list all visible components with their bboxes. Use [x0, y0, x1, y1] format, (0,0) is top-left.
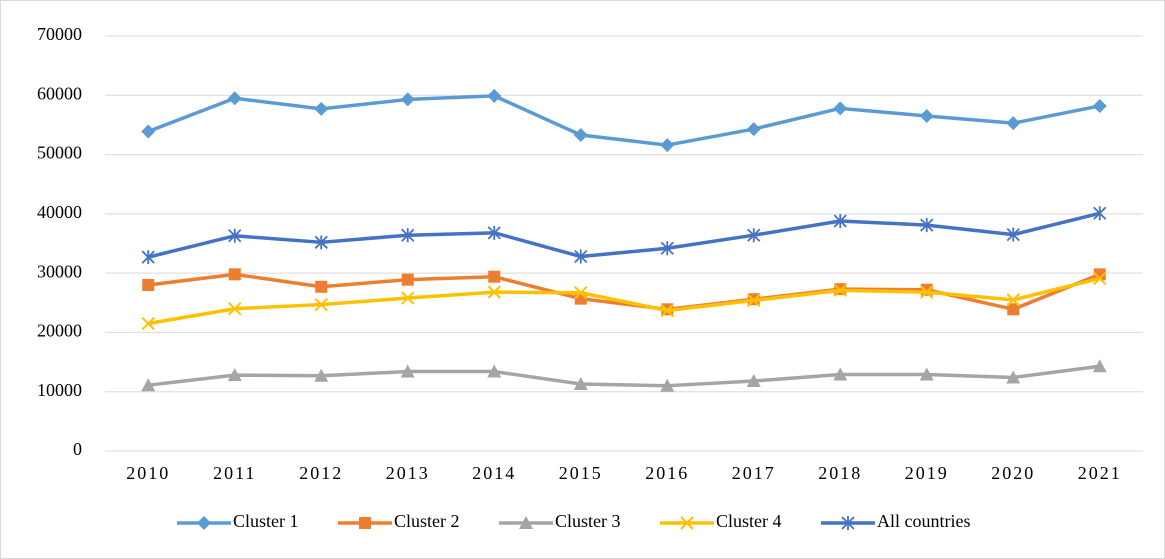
marker — [920, 285, 934, 299]
marker — [1092, 359, 1107, 373]
legend-label: Cluster 1 — [233, 511, 299, 531]
legend-marker — [359, 517, 371, 529]
marker — [574, 249, 588, 264]
marker — [573, 377, 588, 391]
marker — [746, 374, 761, 388]
legend-label: Cluster 3 — [555, 511, 621, 531]
x-tick-label: 2021 — [1078, 463, 1122, 483]
marker — [488, 270, 501, 283]
marker — [573, 128, 588, 143]
marker — [314, 368, 329, 382]
marker — [746, 122, 761, 137]
marker — [747, 293, 761, 308]
x-tick-label: 2014 — [472, 463, 516, 483]
legend-marker — [841, 516, 855, 530]
x-tick-label: 2010 — [126, 463, 170, 483]
marker — [833, 283, 847, 298]
legend-label: Cluster 4 — [716, 511, 782, 531]
series-line — [147, 94, 1101, 147]
marker — [1006, 370, 1021, 384]
marker — [401, 273, 414, 286]
marker — [660, 241, 674, 256]
marker — [487, 285, 501, 299]
marker — [1006, 293, 1020, 307]
marker — [747, 228, 761, 243]
marker — [227, 91, 242, 106]
marker — [400, 364, 415, 378]
y-tick-label: 0 — [73, 439, 82, 459]
marker — [1092, 98, 1107, 113]
marker — [1093, 206, 1107, 221]
marker — [401, 291, 415, 305]
marker — [660, 303, 674, 318]
marker — [401, 228, 415, 243]
marker — [314, 297, 328, 312]
marker — [141, 124, 156, 139]
x-tick-label: 2016 — [645, 463, 689, 483]
marker — [315, 280, 328, 293]
marker — [1006, 227, 1020, 242]
series-line — [147, 276, 1101, 326]
marker — [919, 109, 934, 124]
marker — [400, 92, 415, 107]
marker — [1093, 268, 1106, 281]
marker — [919, 367, 934, 381]
x-tick-label: 2011 — [213, 463, 256, 483]
y-tick-label: 40000 — [37, 202, 82, 222]
marker — [920, 218, 934, 233]
marker — [142, 279, 155, 291]
marker — [487, 88, 502, 103]
y-tick-label: 20000 — [37, 321, 82, 341]
legend-label: Cluster 2 — [394, 511, 460, 531]
marker — [487, 225, 501, 240]
marker — [1007, 303, 1020, 316]
y-tick-label: 60000 — [37, 83, 82, 103]
marker — [141, 250, 155, 265]
marker — [141, 378, 156, 392]
marker — [314, 101, 329, 116]
x-tick-label: 2017 — [732, 463, 776, 483]
marker — [833, 101, 848, 116]
x-tick-label: 2013 — [386, 463, 430, 483]
marker — [228, 302, 242, 316]
marker — [227, 368, 242, 382]
legend-marker — [519, 516, 533, 529]
x-tick-label: 2019 — [905, 463, 949, 483]
marker — [833, 213, 847, 228]
marker — [660, 378, 675, 392]
marker — [1093, 271, 1107, 286]
legend-marker — [680, 516, 694, 530]
series-line — [148, 364, 1100, 388]
marker — [660, 138, 675, 153]
y-tick-label: 70000 — [37, 24, 82, 44]
x-tick-label: 2015 — [559, 463, 603, 483]
marker — [228, 268, 241, 281]
x-tick-label: 2018 — [818, 463, 862, 483]
marker — [487, 364, 502, 378]
legend-label: All countries — [877, 511, 970, 531]
series-line — [147, 211, 1101, 259]
y-tick-label: 10000 — [37, 380, 82, 400]
marker — [1006, 116, 1021, 131]
x-tick-label: 2012 — [299, 463, 343, 483]
marker — [314, 235, 328, 250]
y-tick-label: 50000 — [37, 143, 82, 163]
marker — [574, 285, 588, 300]
marker — [228, 228, 242, 243]
marker — [141, 316, 155, 331]
x-tick-label: 2020 — [991, 463, 1035, 483]
y-tick-label: 30000 — [37, 261, 82, 281]
legend-marker — [197, 516, 211, 530]
marker — [833, 367, 848, 381]
